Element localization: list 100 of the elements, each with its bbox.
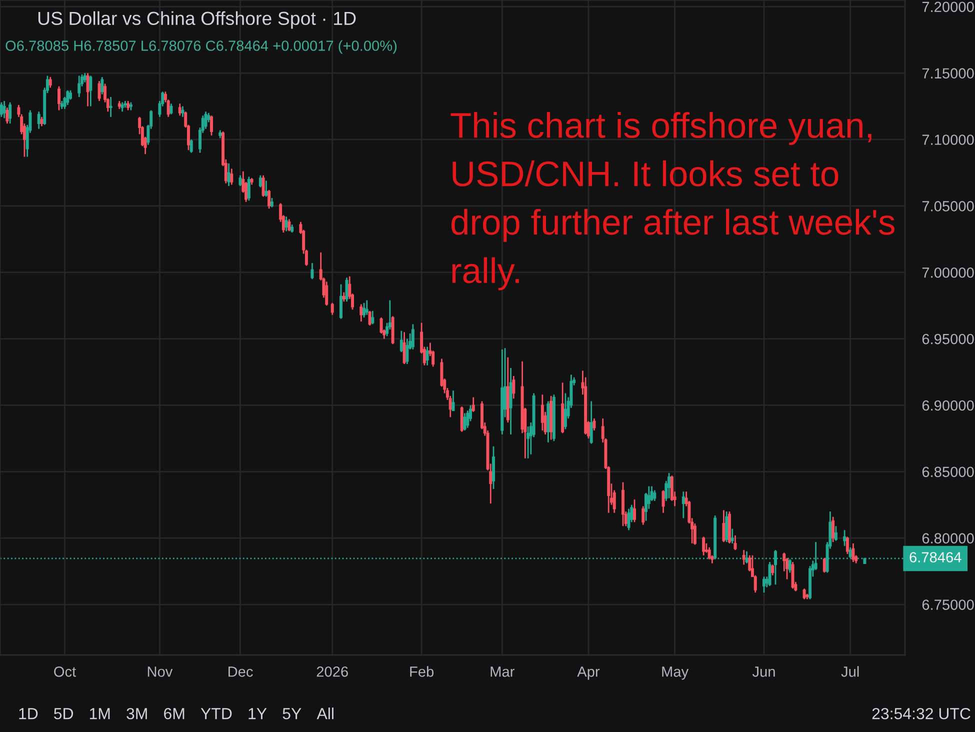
candlestick bbox=[89, 75, 92, 107]
candlestick bbox=[668, 472, 671, 499]
candlestick bbox=[762, 576, 766, 594]
y-tick-label: 7.05000 bbox=[922, 201, 974, 212]
candlestick bbox=[270, 197, 274, 208]
candlestick bbox=[834, 525, 838, 542]
candlestick bbox=[37, 110, 40, 130]
candlestick bbox=[791, 561, 794, 590]
candlestick bbox=[83, 72, 86, 84]
text: O6.78085 H6.78507 L6.78076 C6.78464 +0.00017 (+0.00%) bbox=[6, 40, 397, 54]
candlestick bbox=[742, 549, 746, 566]
x-tick-label: Mar bbox=[490, 666, 514, 677]
y-tick-label: 6.75000 bbox=[922, 600, 974, 610]
candlestick bbox=[66, 90, 70, 106]
y-tick-label: 7.20000 bbox=[922, 2, 974, 12]
candlestick bbox=[8, 102, 12, 124]
candlestick bbox=[2, 100, 6, 119]
candlestick bbox=[592, 418, 596, 432]
candlestick bbox=[670, 474, 674, 502]
candlestick bbox=[258, 174, 262, 188]
candlestick bbox=[360, 304, 363, 322]
candlestick bbox=[426, 346, 429, 366]
candlestick bbox=[832, 516, 835, 543]
text: 6M bbox=[164, 708, 184, 720]
x-tick-label: 2026 bbox=[316, 666, 348, 677]
text: 23:54:32 UTC bbox=[872, 708, 970, 720]
candlestick bbox=[802, 588, 806, 600]
candlestick bbox=[100, 76, 104, 96]
candlestick bbox=[181, 106, 184, 118]
candlestick bbox=[662, 490, 665, 514]
candlestick bbox=[48, 76, 52, 88]
candlestick bbox=[330, 302, 334, 316]
candlestick bbox=[633, 498, 636, 523]
candlestick bbox=[564, 392, 567, 430]
candlestick bbox=[78, 75, 81, 98]
candlestick bbox=[463, 412, 466, 432]
y-tick-label: 7.10000 bbox=[922, 134, 974, 145]
candlestick bbox=[170, 102, 173, 115]
text: All bbox=[316, 708, 334, 720]
candlestick bbox=[238, 174, 242, 187]
candlestick bbox=[230, 168, 234, 186]
candlestick bbox=[411, 323, 414, 350]
x-tick-label: Jun bbox=[752, 666, 775, 677]
candlestick bbox=[852, 542, 855, 563]
candlestick bbox=[472, 396, 475, 413]
ref-line-label: 6.78464 bbox=[910, 552, 962, 562]
candlestick bbox=[452, 390, 455, 412]
candlestick bbox=[40, 116, 44, 127]
candlestick bbox=[310, 262, 314, 280]
candlestick bbox=[6, 106, 9, 124]
candlestick bbox=[284, 216, 288, 232]
candlestick bbox=[540, 394, 544, 432]
candlestick bbox=[262, 174, 265, 198]
annotation: This chart is offshore yuan, USD/CNH. It looks set to drop further after last week's rally. bbox=[450, 112, 894, 290]
candlestick bbox=[708, 546, 711, 560]
candlestick bbox=[190, 138, 193, 154]
candlestick bbox=[98, 80, 101, 102]
x-tick-label: May bbox=[662, 666, 689, 680]
candlestick bbox=[843, 529, 846, 547]
x-tick-label: Jul bbox=[841, 666, 859, 677]
candlestick bbox=[846, 536, 849, 555]
candlestick bbox=[362, 302, 366, 318]
candlestick bbox=[622, 482, 624, 527]
candlestick bbox=[339, 284, 342, 320]
y-tick-label: 6.85000 bbox=[922, 466, 974, 478]
candlestick bbox=[210, 114, 213, 136]
candlestick bbox=[120, 102, 124, 112]
candlestick bbox=[368, 310, 372, 326]
candlestick bbox=[512, 375, 516, 400]
y-tick-label: 7.00000 bbox=[922, 267, 974, 278]
y-tick-label: 6.80000 bbox=[922, 533, 974, 544]
candlestick bbox=[325, 280, 328, 306]
candlestick bbox=[745, 550, 748, 564]
candlestick bbox=[371, 310, 374, 325]
candlestick bbox=[460, 406, 464, 432]
candlestick bbox=[642, 506, 645, 526]
x-tick-label: Dec bbox=[228, 666, 253, 677]
candlestick bbox=[109, 96, 112, 118]
candlestick bbox=[822, 557, 826, 574]
candlestick bbox=[264, 180, 268, 198]
text: 1Y bbox=[248, 708, 267, 720]
text: 5Y bbox=[282, 708, 302, 720]
candlestick bbox=[0, 102, 3, 118]
candlestick bbox=[526, 426, 530, 460]
text: 1D bbox=[19, 708, 38, 720]
candlestick bbox=[268, 189, 271, 210]
candlestick bbox=[653, 490, 656, 502]
candlestick bbox=[725, 510, 728, 543]
candlestick bbox=[400, 330, 403, 353]
candlestick bbox=[288, 218, 291, 232]
candlestick bbox=[178, 102, 182, 116]
candlestick bbox=[365, 300, 368, 316]
candlestick bbox=[682, 490, 685, 519]
candlestick bbox=[492, 446, 496, 490]
text: YTD bbox=[200, 708, 232, 720]
candlestick bbox=[342, 292, 346, 302]
x-tick-label: Oct bbox=[54, 666, 76, 677]
candlestick bbox=[57, 86, 60, 111]
text: 5D bbox=[54, 708, 74, 720]
candlestick bbox=[702, 536, 706, 556]
